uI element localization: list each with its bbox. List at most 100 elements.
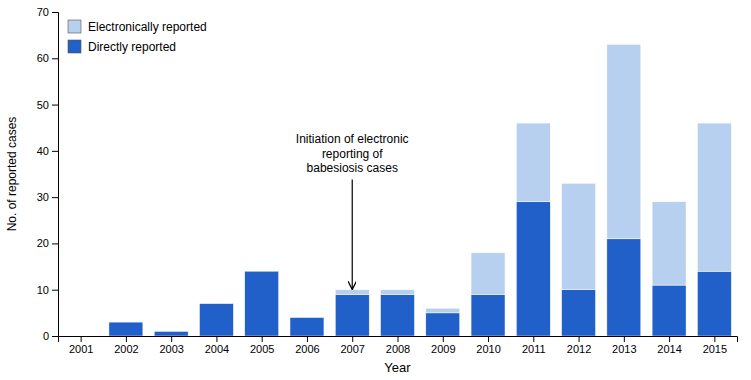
legend-item: Directly reported (68, 40, 176, 54)
tick-mark (398, 336, 399, 342)
tick: 2008 (386, 336, 410, 355)
bar (607, 44, 641, 238)
tick: 60 (37, 52, 58, 64)
tick-label: 20 (37, 237, 49, 249)
tick: 2006 (295, 336, 319, 355)
tick-label: 2015 (703, 343, 727, 355)
tick-label: 2009 (431, 343, 455, 355)
tick-mark (352, 336, 353, 342)
tick: 2010 (476, 336, 500, 355)
bar (290, 317, 324, 336)
bar (199, 304, 233, 336)
bar (471, 294, 505, 336)
tick-label: 2014 (657, 343, 681, 355)
legend-swatch (68, 20, 81, 33)
bar (154, 331, 188, 332)
annotation-arrow (352, 180, 353, 289)
tick: 2009 (431, 336, 455, 355)
tick-label: 10 (37, 284, 49, 296)
bar (335, 290, 369, 295)
bar (471, 253, 505, 295)
tick: 10 (37, 284, 58, 296)
bar (652, 202, 686, 285)
tick: 2011 (522, 336, 546, 355)
bar (109, 322, 143, 336)
x-axis: 2001200220032004200520062007200820092010… (59, 336, 738, 355)
y-axis-title: No. of reported cases (5, 117, 19, 232)
bar (426, 308, 460, 313)
tick-mark (714, 336, 715, 342)
tick: 30 (37, 191, 58, 203)
tick-mark (52, 290, 58, 291)
annotation: Initiation of electronicreporting ofbabe… (296, 132, 409, 289)
annotation-line: babesiosis cases (307, 161, 398, 175)
tick-label: 2004 (205, 343, 229, 355)
tick-label: 0 (43, 330, 49, 342)
bar (697, 271, 731, 336)
bar (652, 285, 686, 336)
tick-mark (52, 197, 58, 198)
tick: 2003 (159, 336, 183, 355)
tick-mark (443, 336, 444, 342)
tick: 2014 (657, 336, 681, 355)
tick-label: 2001 (69, 343, 93, 355)
tick-label: 2011 (522, 343, 546, 355)
bar (562, 290, 596, 336)
tick-mark (171, 336, 172, 342)
tick-label: 2010 (476, 343, 500, 355)
tick-mark (488, 336, 489, 342)
tick-mark (52, 336, 58, 337)
tick-mark (262, 336, 263, 342)
legend-swatch (68, 40, 81, 53)
tick-mark (669, 336, 670, 342)
tick-label: 2002 (114, 343, 138, 355)
tick-mark (579, 336, 580, 342)
bar (245, 271, 279, 336)
bar (516, 202, 550, 336)
tick-mark (533, 336, 534, 342)
tick-label: 2003 (159, 343, 183, 355)
bar (697, 123, 731, 271)
bar (516, 123, 550, 202)
tick: 2007 (340, 336, 364, 355)
annotation-line: Initiation of electronic (296, 132, 409, 146)
tick-label: 2012 (567, 343, 591, 355)
tick-mark (307, 336, 308, 342)
legend: Electronically reported Directly reported (68, 20, 207, 54)
bar (381, 290, 415, 295)
axis-line (52, 13, 59, 337)
tick-mark (52, 105, 58, 106)
tick-mark (126, 336, 127, 342)
bar (245, 271, 279, 272)
tick-label: 40 (37, 145, 49, 157)
tick-mark (52, 151, 58, 152)
annotation-text: Initiation of electronicreporting ofbabe… (296, 132, 409, 175)
x-axis-title: Year (384, 360, 411, 375)
bar (562, 183, 596, 289)
tick-mark (52, 58, 58, 59)
tick-label: 2006 (295, 343, 319, 355)
plot-area (109, 44, 731, 336)
tick-label: 60 (37, 52, 49, 64)
bar (607, 239, 641, 336)
tick-mark (52, 243, 58, 244)
legend-label: Directly reported (88, 40, 176, 54)
bar-series (335, 44, 731, 312)
tick-label: 2013 (612, 343, 636, 355)
tick-mark (81, 336, 82, 342)
tick: 2002 (114, 336, 138, 355)
tick: 0 (43, 330, 58, 342)
bar (381, 294, 415, 336)
bar (199, 303, 233, 304)
tick: 70 (37, 6, 58, 18)
bar (290, 317, 324, 318)
tick: 2001 (69, 336, 93, 355)
tick-mark (216, 336, 217, 342)
axis-line (59, 337, 738, 343)
tick: 50 (37, 99, 58, 111)
tick-label: 50 (37, 99, 49, 111)
tick: 2012 (567, 336, 591, 355)
legend-label: Electronically reported (88, 20, 207, 34)
bar (64, 336, 98, 337)
bar (64, 336, 98, 337)
